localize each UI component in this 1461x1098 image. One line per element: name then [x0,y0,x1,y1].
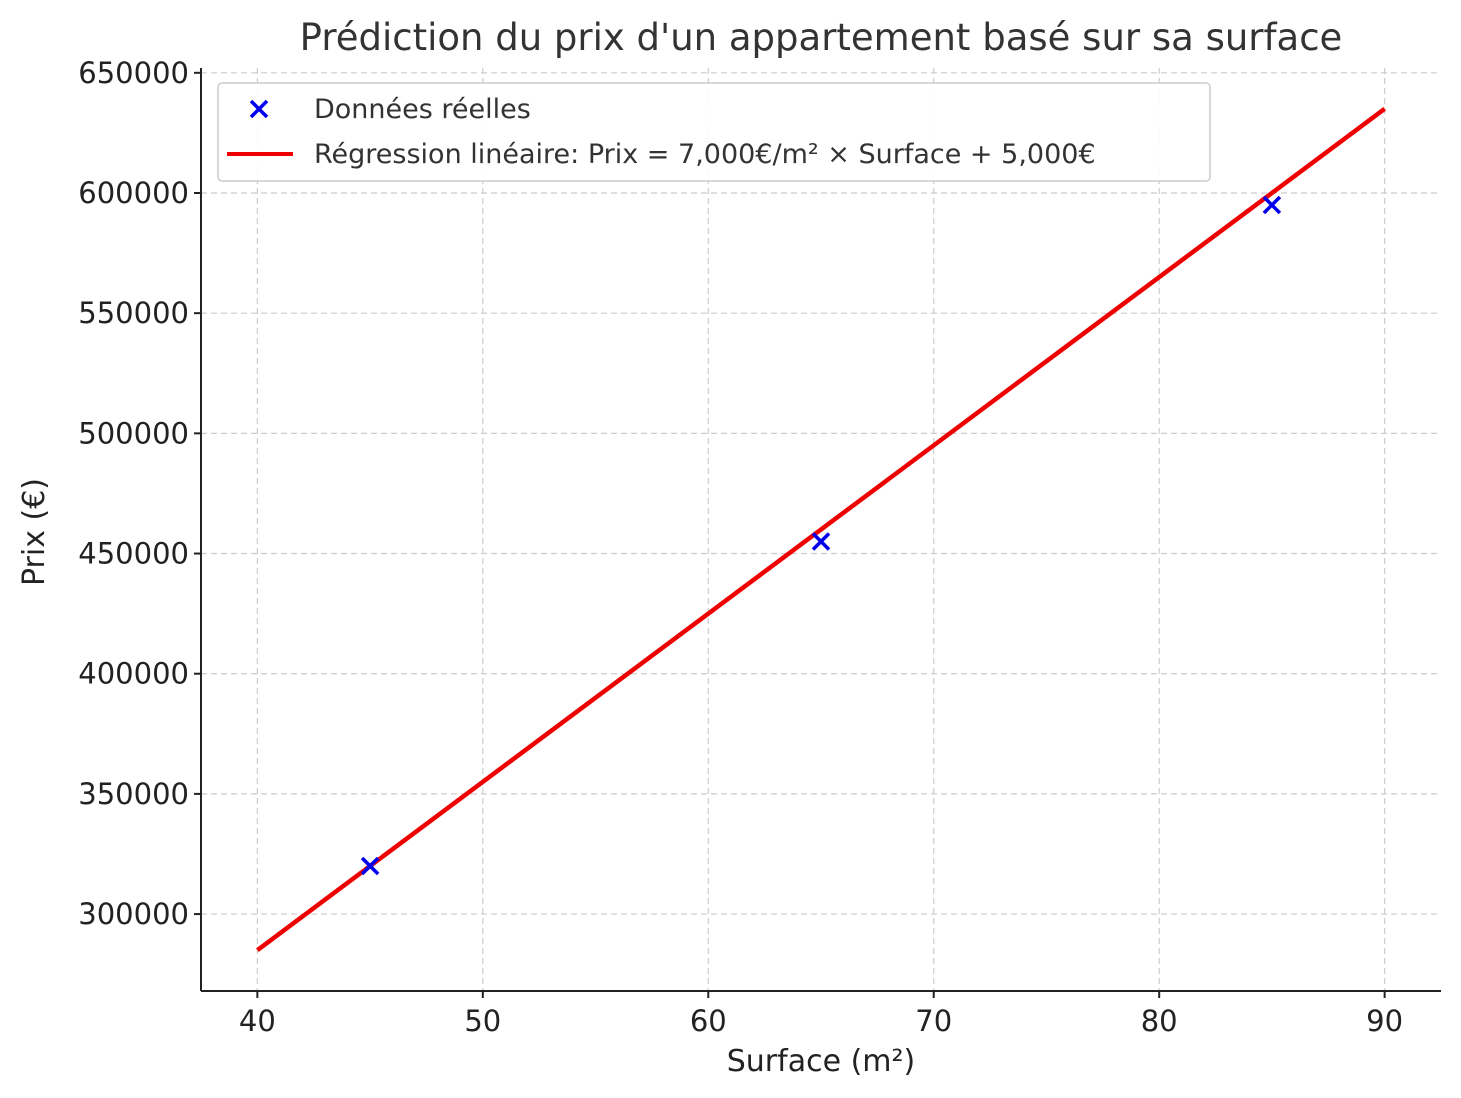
plot-area [256,107,1386,952]
x-tick-label: 70 [915,1004,952,1038]
y-tick-label: 500000 [78,416,189,450]
x-tick-label: 90 [1366,1004,1403,1038]
legend-marker-scatter [249,99,269,119]
legend-entry-line: Régression linéaire: Prix = 7,000€/m² × … [314,139,1096,170]
y-tick-label: 450000 [78,537,189,571]
y-axis-label: Prix (€) [17,478,52,586]
legend-entry-scatter: Données réelles [314,94,531,125]
x-axis-label: Surface (m²) [727,1044,915,1079]
y-tick-label: 650000 [78,56,189,90]
y-tick-label: 400000 [78,657,189,691]
regression-line [256,107,1386,952]
data-point [811,532,831,551]
y-tick-label: 350000 [78,777,189,811]
legend-frame [217,82,1211,182]
data-point [360,856,380,876]
y-tick-label: 600000 [78,176,189,210]
grid [201,68,1441,991]
x-tick-label: 50 [464,1004,501,1038]
y-tick-label: 300000 [78,897,189,931]
legend: Données réelles Régression linéaire: Pri… [217,82,1211,182]
x-tick-label: 80 [1141,1004,1178,1038]
y-tick-label: 550000 [78,296,189,330]
x-tick-label: 60 [690,1004,727,1038]
axes: 40 50 60 70 80 90 300000 350000 400000 450000 5000… [78,56,1441,1038]
data-point [1262,195,1282,215]
chart-title: Prédiction du prix d'un appartement basé… [300,16,1343,59]
x-tick-label: 40 [239,1004,276,1038]
